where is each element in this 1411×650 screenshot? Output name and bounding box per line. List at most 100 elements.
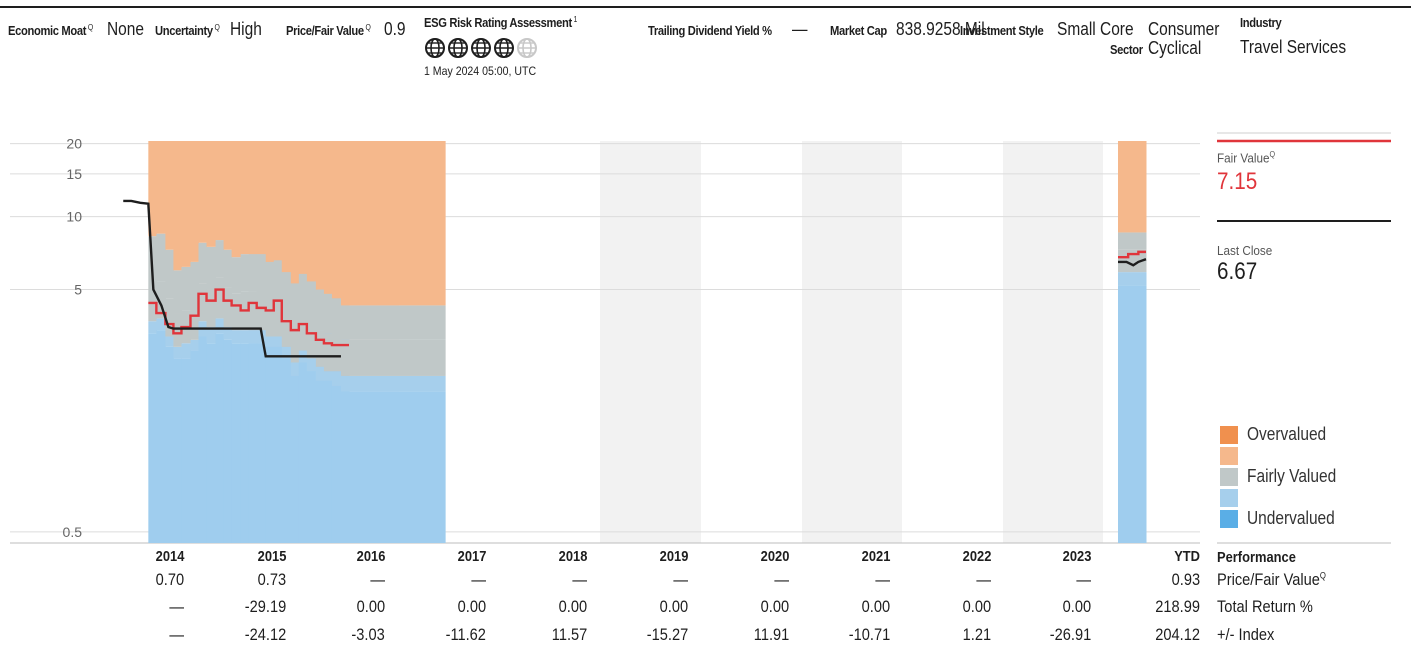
fair-value-panel: Fair ValueQ 7.15: [1217, 150, 1282, 196]
band-2015-4-seg-4: [281, 141, 292, 273]
band-2015-8-seg-2: [315, 330, 325, 367]
band-2014-1-seg-2: [156, 281, 166, 319]
band-2015-7-seg-0: [306, 371, 317, 543]
perf-cell: 204.12: [1148, 625, 1200, 645]
band-2015-4-seg-3: [281, 272, 292, 311]
perf-value: -3.03: [351, 625, 385, 644]
band-2015-0-seg-1: [248, 330, 258, 344]
band-2015-5-seg-2: [290, 324, 300, 363]
info-q-icon[interactable]: Q: [365, 23, 371, 32]
band-2014-4-seg-1: [181, 343, 191, 359]
band-2015-8-seg-0: [315, 380, 325, 543]
band-2015-4-seg-2: [281, 310, 292, 347]
perf-value: 0.00: [558, 597, 587, 616]
year-label: 2021: [861, 548, 890, 565]
band-2014-3-seg-3: [173, 270, 182, 314]
fair-value-q-icon[interactable]: Q: [1269, 150, 1276, 159]
perf-cell: 0.00: [857, 597, 890, 617]
band-2014-2-seg-0: [165, 346, 174, 543]
metric-label: Trailing Dividend Yield %: [648, 23, 772, 38]
perf-cell: —: [772, 570, 789, 590]
perf-cell: 0.00: [453, 597, 486, 617]
band-2014-7-seg-3: [206, 246, 217, 290]
band-2015-3-seg-4: [273, 141, 283, 261]
year-label: 2016: [356, 548, 385, 565]
price-line: [123, 199, 341, 358]
legend-label: Overvalued: [1247, 424, 1327, 444]
band-2015-3-seg-0: [273, 346, 283, 543]
band-2014-10-seg-3: [231, 257, 242, 294]
perf-cell: —: [974, 570, 991, 590]
legend-label: Undervalued: [1247, 508, 1335, 528]
metric-label-text: Economic Moat: [8, 23, 87, 38]
info-q-icon[interactable]: Q: [1319, 570, 1326, 581]
info-q-icon[interactable]: 1: [573, 15, 578, 24]
band-2015-11-seg-2: [340, 339, 446, 376]
metric-3: ESG Risk Rating Assessment 1 1 May 2024 05…: [424, 14, 602, 78]
band-2015-11-seg-4: [340, 141, 446, 306]
band-ytd-seg-1: [1118, 272, 1147, 286]
band-2015-0-seg-4: [248, 141, 258, 255]
perf-value: 0.73: [257, 570, 286, 589]
band-2015-7-seg-2: [306, 321, 317, 359]
band-ytd-seg-3: [1118, 232, 1147, 250]
perf-value: —: [976, 570, 991, 589]
band-2014-2-seg-2: [165, 298, 174, 337]
band-2014-0-seg-2: [148, 289, 157, 322]
legend-swatch: [1220, 446, 1238, 465]
band-2015-10-seg-3: [331, 298, 342, 337]
perf-cell: 0.70: [151, 570, 184, 590]
info-q-icon[interactable]: Q: [87, 23, 93, 32]
legend-swatch: [1220, 488, 1238, 507]
perf-cell: -10.71: [842, 625, 890, 645]
band-2014-6-seg-4: [198, 141, 208, 243]
band-2015-2-seg-1: [265, 336, 275, 347]
legend-swatch: [1220, 509, 1238, 528]
band-2015-8-seg-1: [315, 366, 325, 381]
perf-value: 0.00: [861, 597, 890, 616]
band-2014-5-seg-4: [190, 141, 199, 262]
year-header: 2015: [253, 548, 286, 565]
metric-5: Market Cap 838.9258 Mil: [830, 14, 999, 40]
band-2015-1-seg-0: [256, 343, 267, 543]
band-2015-3-seg-1: [273, 336, 283, 347]
metric-value: Travel Services: [1240, 37, 1347, 57]
metric-label: Sector: [1110, 42, 1143, 57]
perf-value: 1.21: [962, 625, 991, 644]
metric-6: Investment Style Small Core: [960, 14, 1146, 40]
band-2014-4-seg-4: [181, 141, 191, 267]
year-header: 2018: [554, 548, 587, 565]
band-2015-2-seg-0: [265, 346, 275, 543]
metric-label-text: Trailing Dividend Yield %: [648, 23, 772, 38]
perf-value: 0.00: [356, 597, 385, 616]
band-2015-9-seg-2: [323, 333, 333, 372]
key-metrics: Economic Moat Q None Uncertainty Q High Price/…: [0, 0, 1411, 110]
band-2015-4-seg-0: [281, 358, 292, 543]
metric-label-text: Price/Fair Value: [286, 23, 364, 38]
band-2014-1-seg-4: [156, 141, 166, 234]
band-2015-1-seg-2: [256, 293, 267, 331]
metric-label-text: Uncertainty: [155, 23, 213, 38]
band-2014-8-seg-2: [215, 277, 225, 319]
legend-item-0: Overvalued: [1220, 424, 1351, 445]
metric-4: Trailing Dividend Yield % —: [648, 14, 810, 40]
band-2014-10-seg-4: [231, 141, 242, 258]
band-2015-2-seg-2: [265, 300, 275, 337]
performance-title-text: Performance: [1217, 549, 1296, 566]
esg-date: 1 May 2024 05:00, UTC: [424, 64, 537, 78]
y-tick-label: 5: [74, 282, 82, 298]
perf-cell: 0.00: [554, 597, 587, 617]
info-q-icon[interactable]: Q: [214, 23, 220, 32]
perf-cell: —: [167, 597, 184, 617]
perf-row-label: +/- Index: [1217, 625, 1284, 645]
legend-label: Fairly Valued: [1247, 466, 1337, 486]
band-2014-9-seg-2: [223, 287, 233, 328]
metric-1: Uncertainty Q High: [155, 14, 267, 40]
band-2014-5-seg-2: [190, 302, 199, 340]
band-2014-3-seg-4: [173, 141, 182, 271]
band-2015-7-seg-3: [306, 281, 317, 322]
band-2014-5-seg-0: [190, 350, 199, 543]
band-2015-9-seg-0: [323, 380, 333, 543]
performance-table: 2014 2015 2016 2017 2018 2019 2020 2021 2022 2023…: [0, 545, 1411, 650]
